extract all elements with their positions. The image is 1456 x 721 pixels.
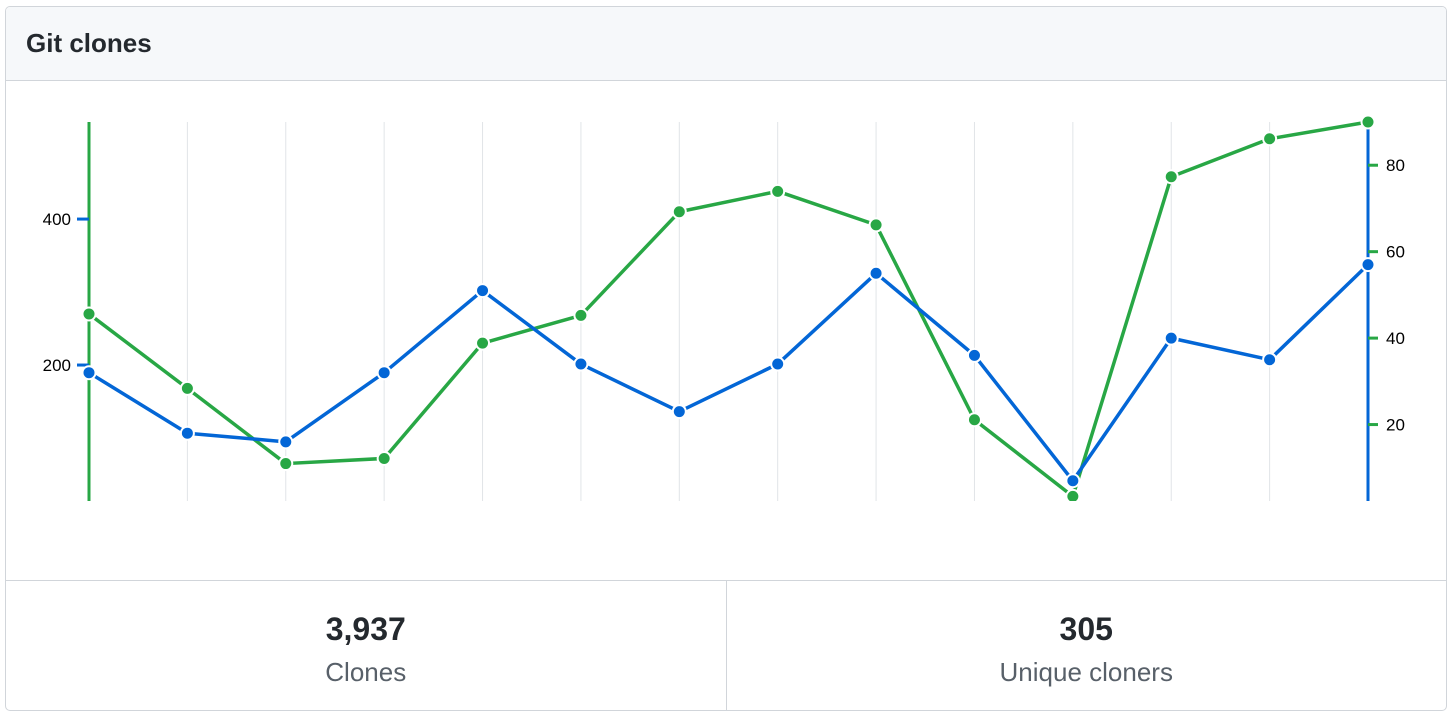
clones-point <box>376 450 392 466</box>
right-tick-label: 80 <box>1386 156 1405 175</box>
git-clones-panel: Git clones 06/0406/0506/0606/0706/0806/0… <box>5 6 1447 711</box>
unique-cloners-line <box>88 263 1370 483</box>
unique-cloners-count: 305 <box>1059 611 1113 647</box>
unique-cloners-point <box>1065 473 1081 489</box>
unique-cloners-point <box>475 283 491 299</box>
unique-cloners-point <box>966 347 982 363</box>
unique-cloners-point <box>868 265 884 281</box>
clones-point <box>1360 114 1376 130</box>
clones-point <box>1163 169 1179 185</box>
unique-cloners-label: Unique cloners <box>999 657 1173 687</box>
clones-point <box>573 307 589 323</box>
unique-cloners-point <box>770 356 786 372</box>
clones-label: Clones <box>325 657 407 687</box>
chart-svg: 06/0406/0506/0606/0706/0806/0906/1006/11… <box>43 114 1405 501</box>
clones-point <box>770 183 786 199</box>
right-tick-label: 60 <box>1386 243 1405 262</box>
series-layer <box>81 114 1376 501</box>
panel-header: Git clones <box>6 7 1446 81</box>
clones-chart: 06/0406/0506/0606/0706/0806/0906/1006/11… <box>6 81 1446 581</box>
panel-title: Git clones <box>26 28 152 58</box>
unique-cloners-point <box>1262 352 1278 368</box>
left-tick-label: 200 <box>43 356 71 375</box>
grid-layer <box>186 122 1271 501</box>
unique-cloners-point <box>1163 330 1179 346</box>
clones-line <box>87 120 1369 499</box>
clones-summary: 3,937 Clones <box>6 581 726 710</box>
summary-row: 3,937 Clones 305 Unique cloners <box>6 580 1447 710</box>
clones-point <box>1065 488 1081 501</box>
clones-point <box>671 204 687 220</box>
clones-point <box>179 380 195 396</box>
unique-cloners-summary: 305 Unique cloners <box>725 581 1447 710</box>
right-tick-label: 20 <box>1386 416 1405 435</box>
clones-point <box>81 306 97 322</box>
unique-cloners-point <box>81 365 97 381</box>
unique-cloners-point <box>179 425 195 441</box>
label-layer: 06/0406/0506/0606/0706/0806/0906/1006/11… <box>43 156 1405 435</box>
clones-point <box>1262 131 1278 147</box>
axis-layer <box>77 122 1378 501</box>
clones-count: 3,937 <box>325 611 406 647</box>
clones-point <box>475 335 491 351</box>
left-tick-label: 400 <box>43 210 71 229</box>
unique-cloners-point <box>1360 257 1376 273</box>
unique-cloners-point <box>278 434 294 450</box>
right-tick-label: 40 <box>1386 329 1405 348</box>
unique-cloners-point <box>573 356 589 372</box>
unique-cloners-point <box>671 404 687 420</box>
clones-point <box>278 456 294 472</box>
clones-point <box>868 217 884 233</box>
unique-cloners-point <box>376 365 392 381</box>
clones-point <box>966 412 982 428</box>
